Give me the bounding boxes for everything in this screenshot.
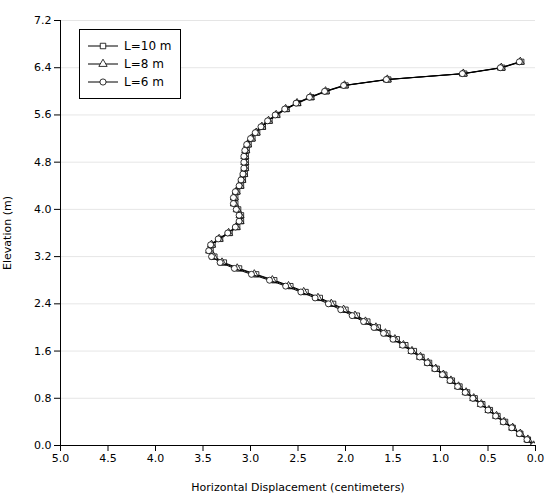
svg-text:5.6: 5.6 bbox=[34, 108, 52, 121]
svg-text:1.5: 1.5 bbox=[384, 452, 402, 465]
html-text:L=8 m: L=8 m bbox=[124, 56, 164, 71]
svg-text:0.5: 0.5 bbox=[479, 452, 497, 465]
svg-text:5.0: 5.0 bbox=[52, 452, 70, 465]
svg-text:Elevation (m): Elevation (m) bbox=[1, 196, 14, 270]
svg-text:3.5: 3.5 bbox=[194, 452, 212, 465]
html-text:L=6 m: L=6 m bbox=[124, 74, 164, 89]
svg-text:Horizontal Displacement (centi: Horizontal Displacement (centimeters) bbox=[191, 481, 404, 493]
svg-text:3.0: 3.0 bbox=[242, 452, 260, 465]
svg-text:4.8: 4.8 bbox=[34, 156, 52, 169]
svg-text:2.0: 2.0 bbox=[337, 452, 355, 465]
svg-text:4.0: 4.0 bbox=[147, 452, 165, 465]
svg-text:0.8: 0.8 bbox=[34, 392, 52, 405]
html-text:L=10 m: L=10 m bbox=[124, 38, 172, 53]
svg-text:0.0: 0.0 bbox=[527, 452, 545, 465]
svg-text:2.5: 2.5 bbox=[289, 452, 307, 465]
svg-text:4.0: 4.0 bbox=[34, 203, 52, 216]
svg-text:2.4: 2.4 bbox=[34, 297, 52, 310]
svg-text:6.4: 6.4 bbox=[34, 61, 52, 74]
svg-text:3.2: 3.2 bbox=[34, 250, 52, 263]
svg-text:0.0: 0.0 bbox=[34, 439, 52, 452]
svg-text:1.6: 1.6 bbox=[34, 345, 52, 358]
svg-text:7.2: 7.2 bbox=[34, 14, 52, 27]
svg-text:4.5: 4.5 bbox=[99, 452, 117, 465]
svg-text:1.0: 1.0 bbox=[432, 452, 450, 465]
